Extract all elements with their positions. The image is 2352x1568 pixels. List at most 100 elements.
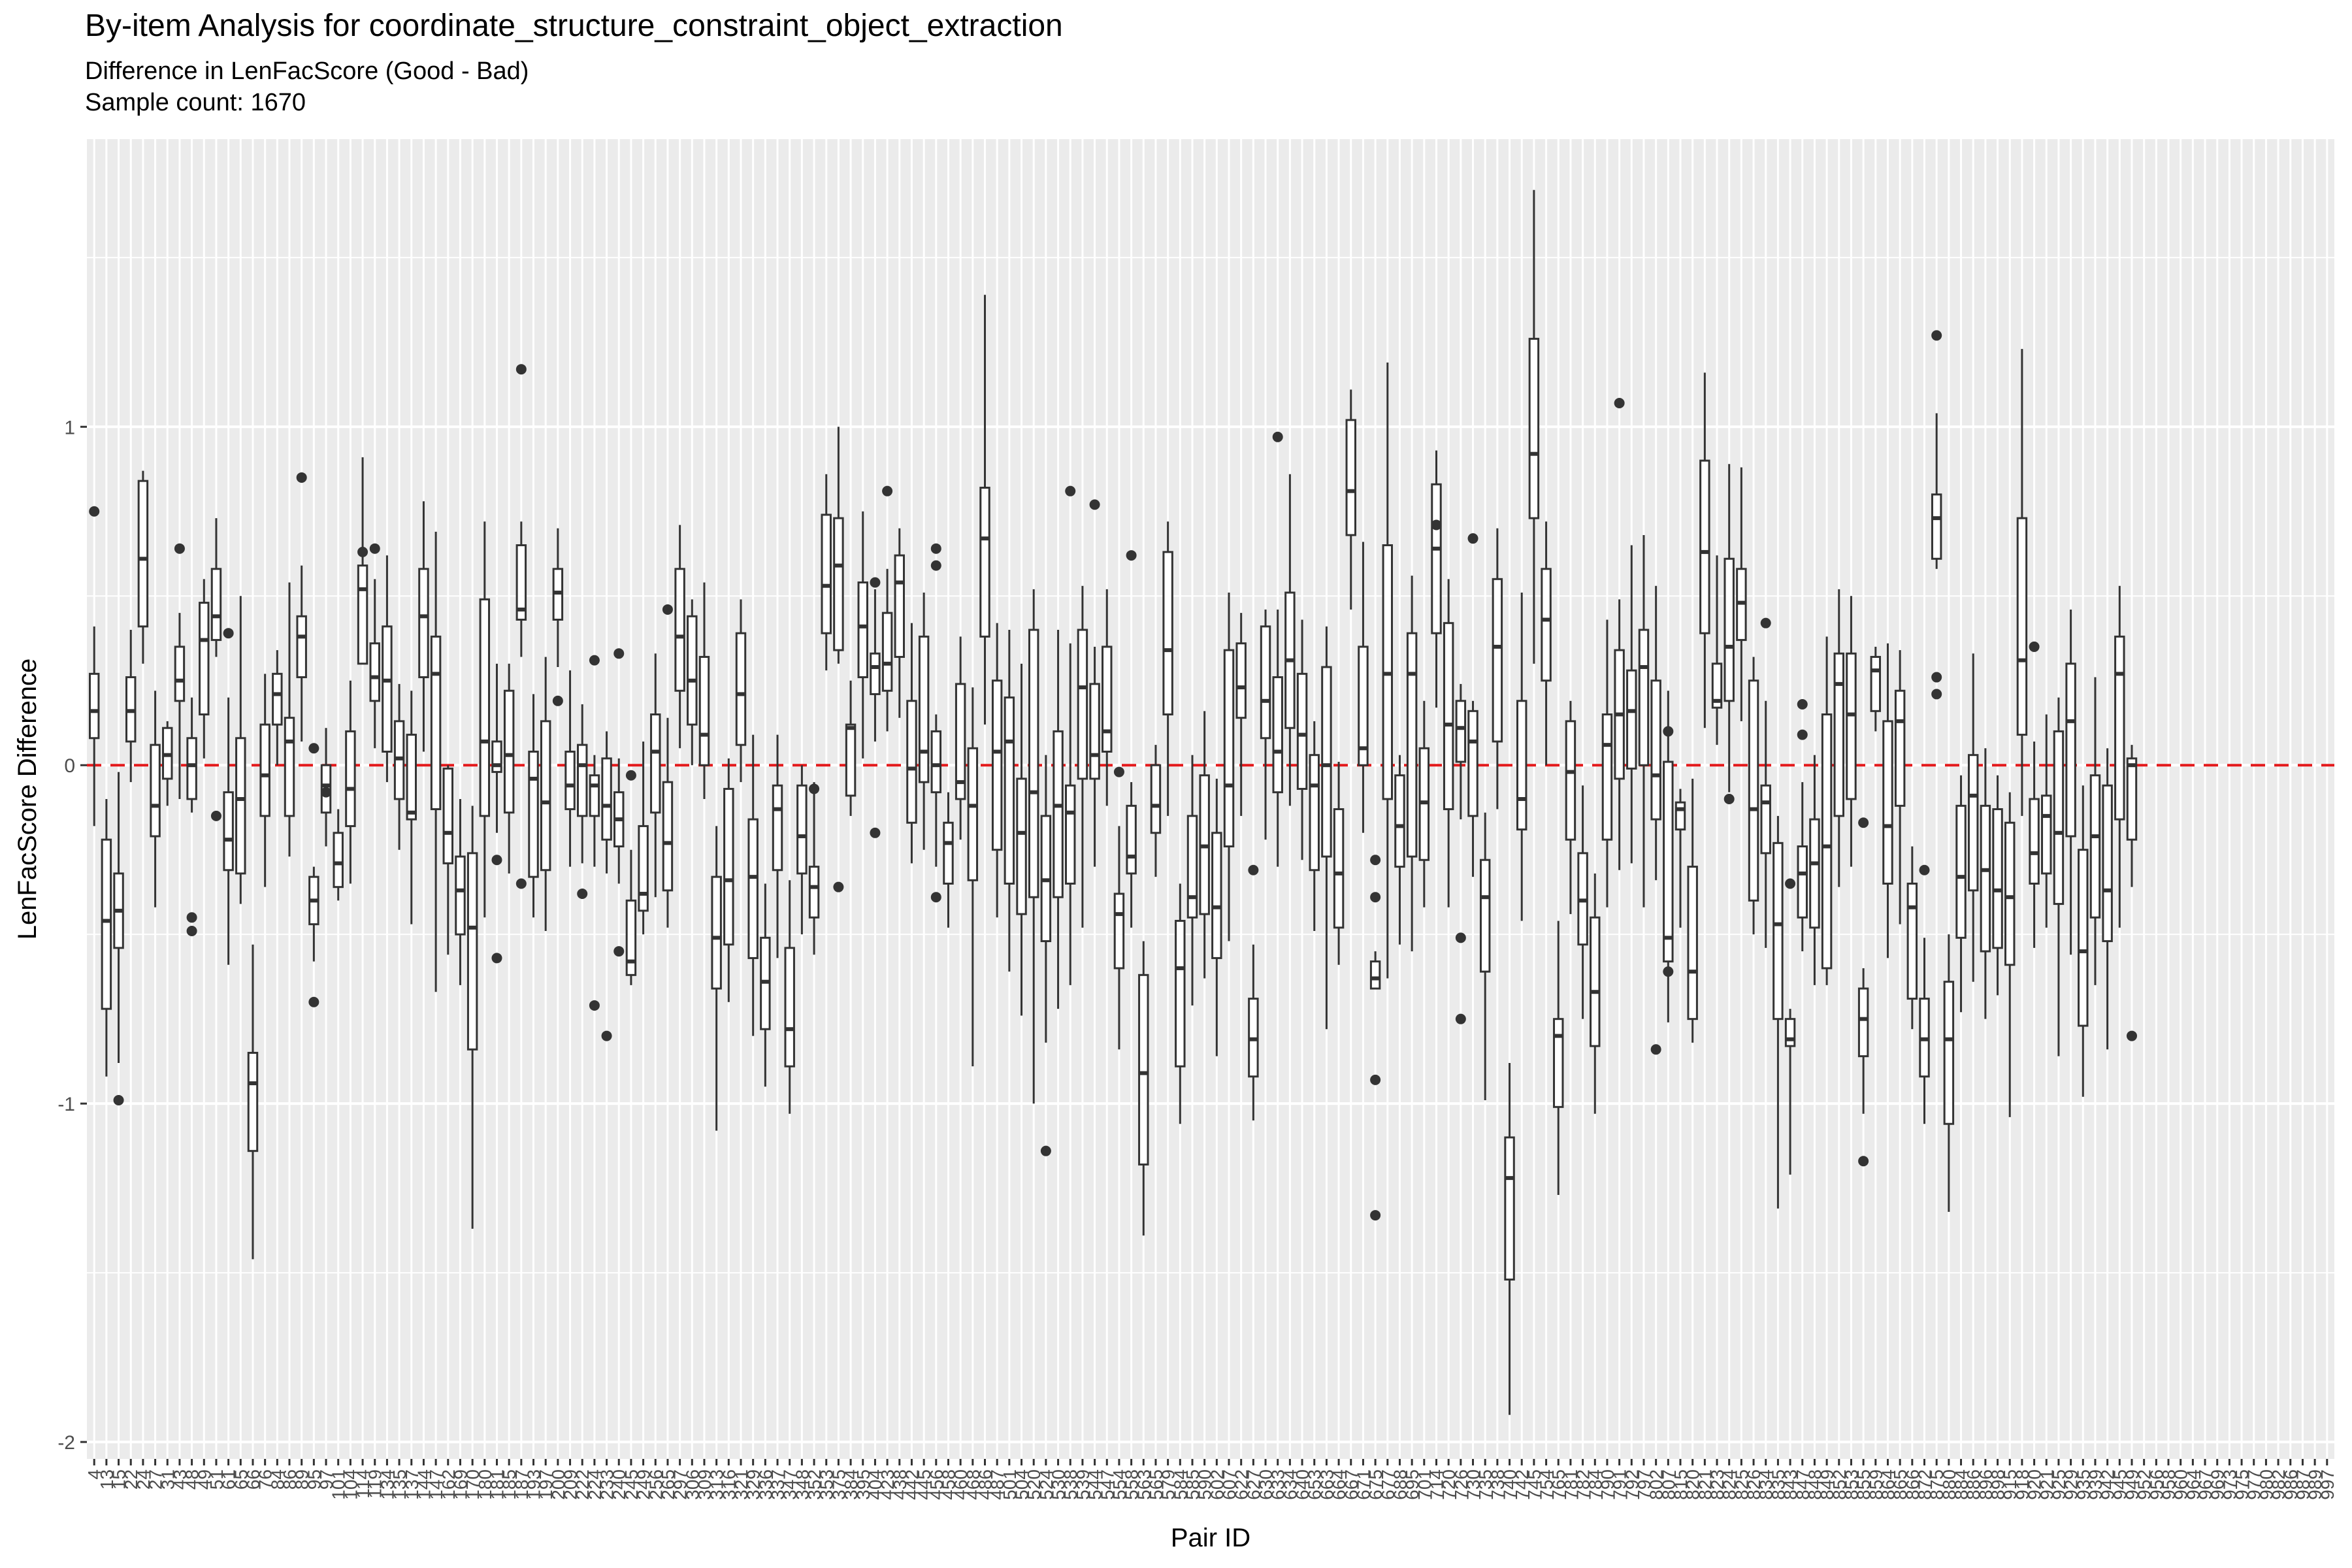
box-663 (1321, 626, 1332, 1030)
x-tick-label: 843 (1780, 1469, 1801, 1500)
x-tick-label: 986 (2281, 1469, 2301, 1500)
outlier-point (870, 827, 881, 838)
box-640 (1296, 619, 1308, 860)
box-iqr (1846, 652, 1857, 800)
x-tick-label: 866 (1903, 1469, 1923, 1500)
box-iqr (1126, 804, 1137, 875)
box-iqr (1650, 679, 1661, 821)
box-558 (1126, 550, 1137, 928)
x-tick-label: 853 (1841, 1469, 1861, 1500)
x-tick-label: 896 (1976, 1469, 1996, 1500)
box-848 (1809, 755, 1820, 985)
x-tick-label: 792 (1622, 1469, 1642, 1500)
x-tick-label: 802 (1646, 1469, 1667, 1500)
box-iqr (1175, 919, 1186, 1068)
x-tick-label: 834 (1756, 1469, 1776, 1500)
x-tick-label: 875 (1927, 1469, 1947, 1500)
box-101 (333, 809, 344, 901)
box-iqr (772, 784, 783, 872)
x-tick-label: 898 (1988, 1469, 2008, 1500)
box-iqr (1516, 700, 1527, 831)
box-781 (1565, 700, 1576, 915)
x-tick-label: 501 (1000, 1469, 1020, 1500)
x-tick-label: 487 (987, 1469, 1007, 1500)
x-tick-label: 602 (1207, 1469, 1227, 1500)
x-tick-label: 969 (2208, 1469, 2228, 1500)
x-tick-label: 634 (1280, 1469, 1300, 1500)
box-iqr (1467, 710, 1478, 817)
x-tick-label: 964 (2183, 1469, 2203, 1500)
x-tick-label: 24 (133, 1469, 154, 1490)
x-tick-label: 104 (340, 1469, 361, 1500)
box-4 (88, 506, 100, 826)
x-tick-label: 43 (170, 1469, 190, 1490)
x-tick-label: 240 (609, 1469, 629, 1500)
outlier-point (357, 546, 368, 557)
box-695 (1406, 576, 1418, 952)
box-539 (1077, 585, 1088, 928)
box-180 (479, 521, 491, 918)
box-iqr (272, 672, 283, 726)
x-tick-label: 630 (1256, 1469, 1276, 1500)
box-384 (845, 680, 857, 816)
box-664 (1333, 762, 1345, 965)
x-tick-label: 667 (1341, 1469, 1362, 1500)
box-602 (1211, 778, 1222, 1056)
x-tick-label: 558 (1122, 1469, 1142, 1500)
outlier-point (491, 855, 502, 866)
x-tick-label: 781 (1561, 1469, 1581, 1500)
box-847 (1797, 698, 1808, 952)
box-iqr (1565, 720, 1576, 841)
x-tick-label: 384 (841, 1469, 861, 1500)
box-256 (650, 653, 661, 898)
box-61 (223, 628, 234, 965)
box-630 (1260, 609, 1271, 840)
box-iqr (1053, 730, 1064, 898)
box-iqr (2089, 774, 2101, 919)
box-486 (979, 295, 990, 725)
box-iqr (503, 689, 515, 814)
box-855 (1857, 817, 1869, 1167)
x-tick-label: 316 (719, 1469, 739, 1500)
x-tick-label: 84 (267, 1469, 287, 1490)
x-tick-label: 147 (426, 1469, 446, 1500)
x-tick-label: 460 (951, 1469, 971, 1500)
box-86 (284, 582, 295, 857)
x-tick-label: 306 (682, 1469, 702, 1500)
box-826 (1748, 657, 1759, 935)
box-823 (1711, 555, 1723, 745)
box-iqr (1089, 683, 1100, 780)
box-15 (113, 772, 124, 1105)
box-920 (2029, 641, 2040, 948)
box-iqr (1333, 808, 1345, 929)
box-iqr (662, 781, 674, 892)
box-114 (357, 457, 368, 665)
box-iqr (1663, 760, 1674, 963)
outlier-point (515, 878, 527, 889)
box-iqr (1455, 700, 1467, 763)
y-tick-label: 1 (64, 417, 75, 438)
box-520 (1028, 589, 1039, 1104)
box-66 (247, 944, 259, 1260)
box-iqr (1590, 916, 1601, 1047)
box-147 (430, 531, 442, 992)
x-tick-label: 677 (1378, 1469, 1398, 1500)
box-554 (1113, 766, 1125, 1050)
x-tick-label: 967 (2195, 1469, 2215, 1500)
box-iqr (1992, 808, 2003, 949)
x-tick-label: 590 (1195, 1469, 1215, 1500)
outlier-point (930, 560, 941, 571)
x-tick-label: 918 (2012, 1469, 2033, 1500)
x-tick-label: 224 (585, 1469, 605, 1500)
box-590 (1199, 711, 1210, 979)
outlier-point (2029, 641, 2040, 652)
box-898 (1992, 775, 2003, 996)
x-tick-label: 977 (2244, 1469, 2264, 1500)
box-27 (150, 691, 161, 907)
x-tick-label: 162 (438, 1469, 459, 1500)
box-544 (1089, 499, 1100, 867)
x-tick-label: 554 (1109, 1469, 1130, 1500)
box-653 (1309, 721, 1320, 931)
x-tick-label: 807 (1658, 1469, 1678, 1500)
box-iqr (894, 554, 906, 658)
